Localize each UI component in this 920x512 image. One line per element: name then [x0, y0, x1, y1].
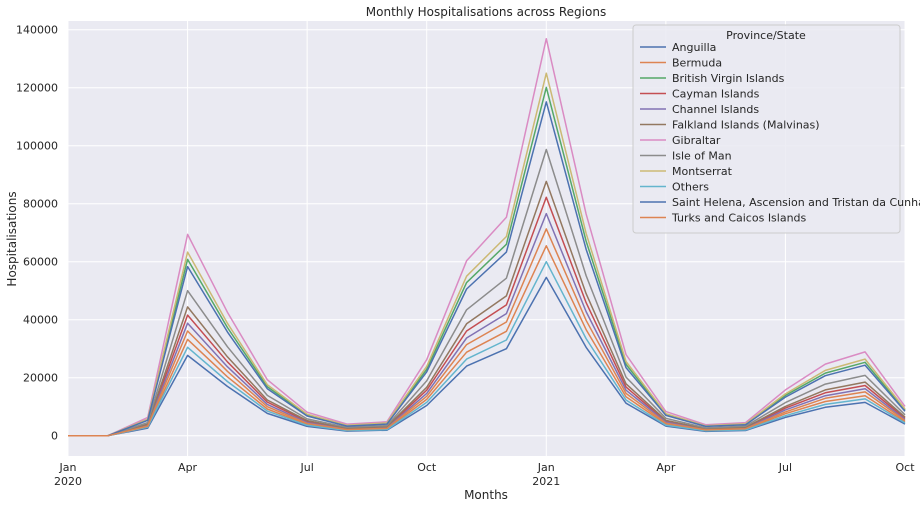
series-line-1	[68, 245, 906, 437]
y-axis-title: Hospitalisations	[5, 191, 19, 286]
series-line-4	[68, 212, 906, 437]
x-tick-year-label: 2021	[532, 475, 560, 488]
y-tick-label: 120000	[16, 82, 58, 95]
y-tick-label: 80000	[23, 198, 58, 211]
legend-label: Gibraltar	[672, 134, 721, 147]
series-line-11	[68, 228, 906, 437]
x-tick-label: Jan	[537, 461, 555, 474]
series-lines	[68, 37, 906, 437]
legend-label: Falkland Islands (Malvinas)	[672, 119, 820, 132]
legend-label: Isle of Man	[672, 150, 732, 163]
series-line-7	[68, 148, 906, 437]
x-tick-label: Jan	[59, 461, 77, 474]
legend-label: Anguilla	[672, 41, 716, 54]
x-tick-label: Oct	[417, 461, 437, 474]
legend-label: Cayman Islands	[672, 88, 760, 101]
legend-title: Province/State	[726, 29, 806, 42]
legend-label: Montserrat	[672, 165, 733, 178]
y-tick-label: 0	[51, 430, 58, 443]
series-line-9	[68, 260, 906, 437]
y-tick-label: 100000	[16, 140, 58, 153]
legend-label: Channel Islands	[672, 103, 759, 116]
chart-title: Monthly Hospitalisations across Regions	[366, 5, 606, 19]
series-line-3	[68, 196, 906, 437]
legend-label: Bermuda	[672, 57, 722, 70]
x-tick-year-label: 2020	[54, 475, 82, 488]
x-tick-label: Apr	[656, 461, 676, 474]
y-tick-label: 40000	[23, 314, 58, 327]
x-tick-label: Jul	[778, 461, 792, 474]
legend-label: Saint Helena, Ascension and Tristan da C…	[672, 196, 920, 209]
y-tick-label: 60000	[23, 256, 58, 269]
series-line-10	[68, 101, 906, 437]
series-line-8	[68, 72, 906, 437]
legend-items: Anguilla Bermuda British Virgin Islands Cay…	[640, 41, 920, 225]
series-line-0	[68, 276, 906, 437]
legend-label: Others	[672, 181, 709, 194]
x-axis-title: Months	[464, 488, 508, 502]
legend: Province/State Anguilla Bermuda British Vi…	[632, 24, 920, 234]
x-tick-label: Jul	[300, 461, 314, 474]
x-tick-label: Apr	[178, 461, 198, 474]
y-tick-label: 20000	[23, 372, 58, 385]
series-line-6	[68, 37, 906, 437]
x-tick-label: Oct	[895, 461, 915, 474]
y-axis-ticks: 0 20000 40000 60000 80000 100000 120000 140000	[16, 24, 58, 443]
y-tick-label: 140000	[16, 24, 58, 37]
legend-label: British Virgin Islands	[672, 72, 785, 85]
legend-label: Turks and Caicos Islands	[671, 212, 807, 225]
series-line-5	[68, 180, 906, 437]
legend-box	[632, 24, 901, 234]
